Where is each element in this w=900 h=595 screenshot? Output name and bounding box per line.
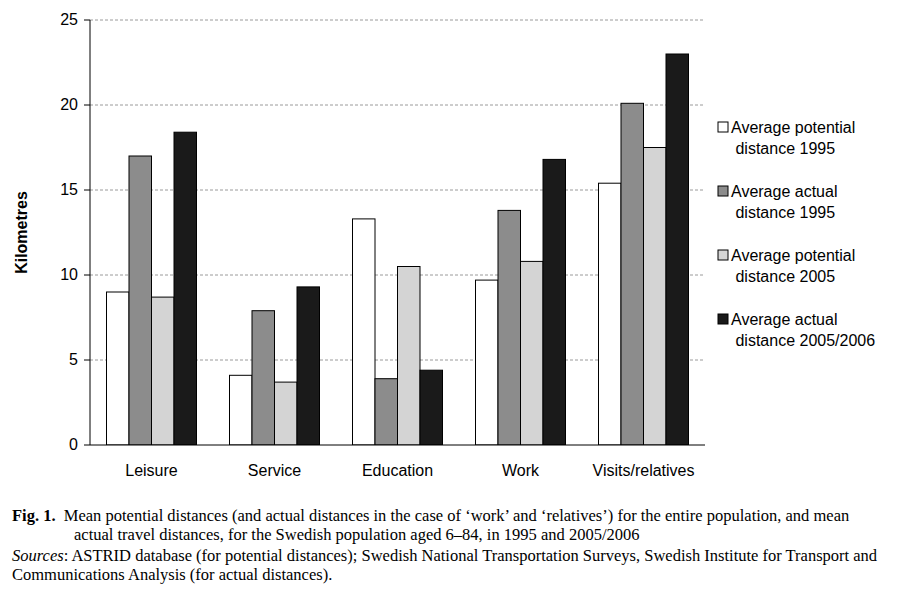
tick-label: 0 — [69, 436, 78, 453]
bar — [275, 382, 298, 445]
bar — [476, 280, 499, 445]
legend-label: Average potential distance 2005 — [731, 247, 855, 285]
tick-mark — [84, 20, 90, 21]
y-axis — [90, 20, 91, 445]
legend-swatch — [718, 314, 728, 324]
grid-line — [90, 20, 705, 21]
tick-mark — [84, 360, 90, 361]
bar — [174, 132, 197, 445]
legend-swatch — [718, 250, 728, 260]
bar — [297, 287, 320, 445]
source: Sources: ASTRID database (for potential … — [12, 546, 884, 584]
bar — [621, 103, 644, 445]
legend-line: Average actual — [731, 311, 837, 328]
caption-text: Fig. 1. — [12, 506, 56, 525]
tick-mark — [84, 275, 90, 276]
category-label: Service — [248, 462, 301, 479]
bar — [398, 267, 421, 446]
legend-label: Average actual distance 2005/2006 — [731, 311, 875, 349]
legend-line: distance 1995 — [731, 140, 835, 157]
tick-label: 10 — [60, 266, 78, 283]
bar — [521, 261, 544, 445]
legend-line: Average potential — [731, 119, 855, 136]
bar — [599, 183, 622, 445]
legend-line: Average potential — [731, 247, 855, 264]
bar — [644, 148, 667, 446]
grid-line — [90, 105, 705, 106]
bar — [420, 370, 443, 445]
legend-line: Average actual — [731, 183, 837, 200]
category-label: Visits/relatives — [593, 462, 695, 479]
legend-label: Average actual distance 1995 — [731, 183, 837, 221]
tick-label: 20 — [60, 96, 78, 113]
bar — [152, 297, 175, 445]
tick-mark — [84, 445, 90, 446]
tick-label: 15 — [60, 181, 78, 198]
category-label: Education — [362, 462, 433, 479]
legend-label: Average potential distance 1995 — [731, 119, 855, 157]
tick-mark — [84, 105, 90, 106]
category-label: Leisure — [125, 462, 178, 479]
bar — [543, 159, 566, 445]
y-axis-label: Kilometres — [13, 191, 30, 274]
legend-swatch — [718, 122, 728, 132]
tick-label: 25 — [60, 11, 78, 28]
bar — [666, 54, 689, 445]
caption-text: : ASTRID database (for potential distanc… — [12, 546, 877, 584]
legend-line: distance 2005/2006 — [731, 332, 875, 349]
chart: 0 5 10 15 20 25 Leisure Service Education Work Vis… — [0, 0, 900, 495]
bar — [498, 210, 521, 445]
legend-swatch — [718, 186, 728, 196]
tick-label: 5 — [69, 351, 78, 368]
bar — [129, 156, 152, 445]
caption: Fig. 1. Mean potential distances (and ac… — [12, 506, 884, 544]
bars — [107, 54, 689, 445]
caption-text: Sources — [12, 546, 64, 565]
bar — [252, 311, 275, 445]
bar — [375, 379, 398, 445]
caption-text: Mean potential distances (and actual dis… — [64, 506, 849, 544]
x-axis — [90, 445, 705, 446]
legend-line: distance 1995 — [731, 204, 835, 221]
bar — [353, 219, 376, 445]
category-label: Work — [502, 462, 540, 479]
legend-line: distance 2005 — [731, 268, 835, 285]
bar — [230, 375, 253, 445]
bar — [107, 292, 130, 445]
tick-mark — [84, 190, 90, 191]
